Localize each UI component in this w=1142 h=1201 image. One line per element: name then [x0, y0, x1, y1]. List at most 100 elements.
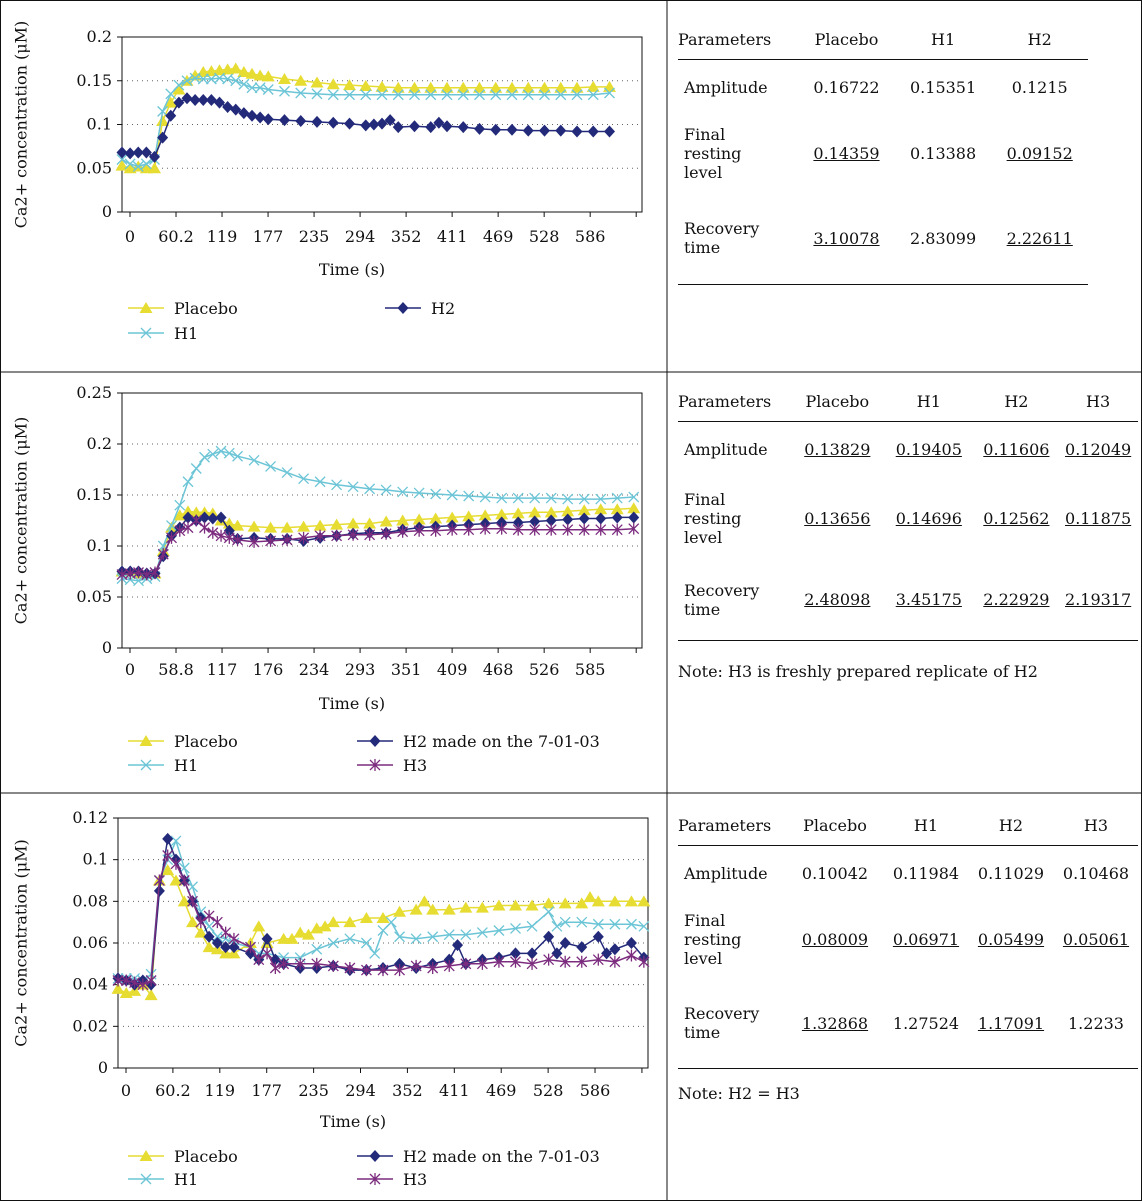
series-line: [121, 519, 634, 576]
legend-marker: [369, 1173, 381, 1185]
x-tick-label: 119: [205, 1081, 236, 1100]
data-point: [625, 937, 637, 949]
legend-label: H1: [174, 324, 198, 343]
data-point: [594, 503, 608, 515]
table-cell: 0.16722: [813, 77, 880, 97]
series-line: [122, 516, 634, 575]
x-tick-label: 294: [345, 1081, 376, 1100]
legend-marker: [140, 327, 152, 339]
data-point: [394, 964, 406, 977]
data-point: [165, 88, 177, 100]
y-axis-title: Ca2+ concentration (μM): [12, 21, 31, 229]
data-point: [578, 512, 590, 525]
data-point: [587, 89, 599, 101]
x-tick-label: 235: [298, 1081, 329, 1100]
table-row: Amplitude 0.13829 0.19405 0.11606 0.12049: [678, 422, 1138, 477]
legend-label: H2 made on the 7-01-03: [403, 732, 600, 751]
data-point: [189, 506, 203, 518]
data-point: [628, 522, 640, 535]
data-point: [570, 81, 584, 93]
data-point: [526, 947, 538, 960]
data-point: [189, 94, 201, 106]
legend-label: H2 made on the 7-01-03: [403, 1147, 600, 1166]
data-point: [145, 974, 157, 987]
data-point: [215, 529, 227, 542]
data-point: [261, 70, 275, 82]
series-placebo: [111, 864, 651, 1001]
row-label: Recovery time: [678, 559, 792, 641]
data-point: [624, 895, 638, 907]
data-point: [525, 899, 539, 911]
data-point: [425, 121, 437, 134]
data-point: [203, 930, 215, 943]
table-cell: 2.22611: [991, 192, 1088, 285]
table-cell: 0.13656: [804, 508, 871, 528]
data-point: [379, 515, 393, 527]
table-row: Amplitude 0.10042 0.11984 0.11029 0.10468: [678, 846, 1138, 901]
data-point: [369, 947, 381, 959]
data-point: [295, 115, 307, 127]
data-point: [456, 81, 470, 93]
data-point: [223, 531, 235, 544]
data-point: [473, 81, 486, 93]
legend-item: H2: [385, 299, 455, 318]
legend-marker: [140, 759, 152, 771]
data-point: [522, 89, 534, 101]
data-point: [280, 521, 294, 533]
data-point: [638, 955, 650, 968]
data-point: [493, 955, 505, 968]
data-point: [446, 523, 458, 536]
legend-label: H3: [403, 756, 427, 775]
data-point: [551, 947, 563, 960]
data-point: [344, 962, 356, 974]
data-point: [592, 918, 604, 930]
data-point: [205, 94, 217, 106]
data-point: [489, 81, 503, 93]
y-tick-label: 0: [98, 1058, 108, 1077]
data-point: [344, 933, 356, 945]
series-placebo: [115, 502, 641, 579]
row-label: Final resting level: [684, 125, 742, 182]
column-header: H3: [1058, 392, 1138, 422]
table-cell: 1.32868: [786, 978, 884, 1069]
data-point: [202, 941, 216, 953]
data-point: [628, 491, 640, 503]
data-point: [408, 81, 421, 93]
legend: Placebo H2 made on the 7-01-03 H1 H3: [128, 732, 600, 775]
data-point: [262, 84, 274, 95]
data-point: [609, 955, 621, 968]
row-label: Recovery time: [678, 978, 786, 1069]
x-tick-label: 352: [392, 1081, 423, 1100]
x-tick-label: 469: [483, 227, 514, 246]
data-point: [490, 89, 502, 101]
x-tick-label: 411: [437, 227, 468, 246]
legend-item: Placebo: [128, 1147, 238, 1166]
table-cell: 0.06971: [892, 930, 960, 949]
table-cell: 0.19405: [895, 439, 962, 459]
legend-item: H1: [128, 324, 198, 343]
data-point: [610, 503, 624, 515]
series-placebo: [115, 62, 616, 174]
x-tick-label: 409: [437, 660, 468, 679]
data-point: [278, 73, 291, 84]
table-cell: 0.10468: [1062, 863, 1130, 883]
x-tick-label: 0: [121, 1081, 131, 1100]
y-tick-label: 0.15: [76, 485, 112, 504]
data-point: [446, 489, 458, 501]
data-point: [164, 96, 178, 108]
data-point: [238, 78, 250, 90]
data-point: [526, 920, 538, 932]
data-point: [360, 119, 372, 132]
data-point: [360, 964, 372, 977]
data-point: [174, 499, 186, 511]
y-tick-label: 0.06: [72, 933, 108, 952]
x-axis-title: Time (s): [319, 694, 385, 713]
table-cell: 0.11029: [977, 863, 1045, 883]
data-point: [254, 111, 266, 124]
data-point: [543, 930, 555, 943]
row-label: Final resting level: [684, 911, 742, 968]
data-point: [269, 953, 281, 966]
legend-label: H1: [174, 756, 198, 775]
data-point: [380, 484, 392, 496]
x-tick-label: 528: [529, 227, 560, 246]
